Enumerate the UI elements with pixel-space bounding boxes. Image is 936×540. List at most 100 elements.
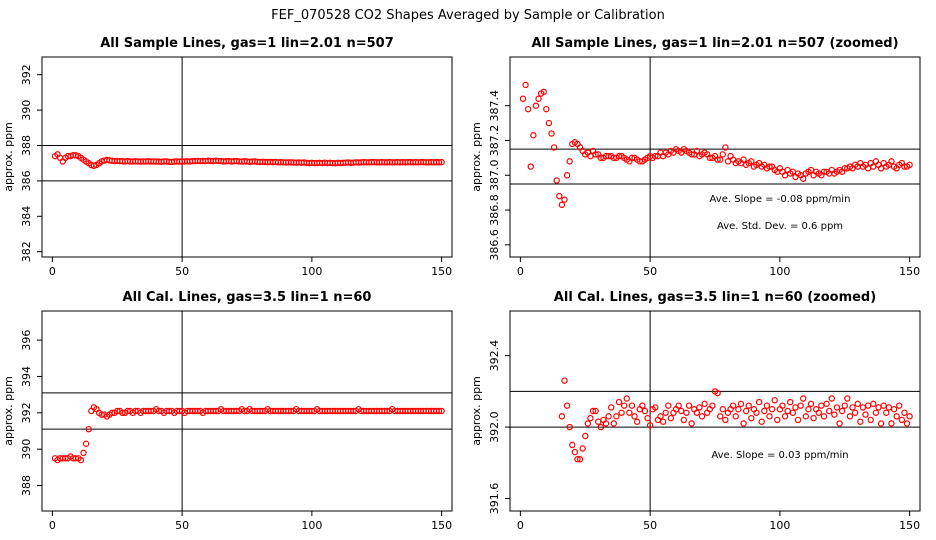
data-point xyxy=(766,163,773,170)
data-point xyxy=(530,132,537,139)
data-point xyxy=(574,456,581,463)
data-point xyxy=(792,404,799,411)
plot-frame xyxy=(509,56,921,258)
y-axis-label: approx. ppm xyxy=(2,122,15,192)
data-point xyxy=(802,413,810,420)
data-point xyxy=(748,414,755,422)
plot-frame xyxy=(509,310,921,512)
x-tick-label: 100 xyxy=(301,265,322,278)
data-point xyxy=(800,175,807,182)
data-point xyxy=(862,411,869,418)
data-point xyxy=(714,389,721,397)
data-point xyxy=(527,163,534,170)
data-point xyxy=(774,416,781,424)
data-point xyxy=(851,409,859,416)
data-point xyxy=(787,398,794,406)
data-point xyxy=(820,413,828,420)
data-point xyxy=(532,102,540,109)
data-series xyxy=(51,404,445,464)
data-point xyxy=(737,400,745,408)
data-point xyxy=(854,400,861,408)
data-point xyxy=(641,407,649,415)
data-point xyxy=(618,409,625,416)
data-point xyxy=(875,404,882,411)
data-point xyxy=(563,172,571,179)
data-point xyxy=(906,161,913,169)
data-point xyxy=(846,413,854,420)
data-point xyxy=(753,409,760,416)
y-tick-label: 386.6 xyxy=(488,229,501,261)
data-point xyxy=(646,422,654,429)
data-point xyxy=(888,420,895,427)
data-point xyxy=(675,402,682,409)
y-tick-label: 392.4 xyxy=(488,340,501,372)
y-tick-label: 390 xyxy=(20,439,33,460)
data-point xyxy=(82,440,90,447)
data-point xyxy=(623,395,630,402)
data-point xyxy=(859,404,867,411)
y-tick-label: 391.6 xyxy=(488,483,501,515)
x-tick-label: 0 xyxy=(49,519,56,532)
data-point xyxy=(807,400,815,408)
chart-panel-1: All Sample Lines, gas=1 lin=2.01 n=507 0 5… xyxy=(2,36,453,278)
data-point xyxy=(901,409,908,416)
annotation: Ave. Slope = 0.03 ppm/min xyxy=(711,450,848,461)
x-tick-label: 150 xyxy=(431,265,452,278)
data-point xyxy=(831,411,838,418)
data-point xyxy=(701,400,708,408)
data-point xyxy=(592,151,599,158)
chart-title: All Sample Lines, gas=1 lin=2.01 n=507 (… xyxy=(531,36,898,51)
x-tick-label: 50 xyxy=(643,265,657,278)
data-point xyxy=(592,407,599,415)
data-point xyxy=(644,414,651,422)
data-point xyxy=(543,105,550,113)
data-point xyxy=(880,402,887,409)
data-point xyxy=(724,158,732,165)
data-point xyxy=(742,407,750,415)
data-point xyxy=(838,407,846,415)
data-point xyxy=(771,397,778,404)
data-point xyxy=(566,158,573,165)
data-point xyxy=(758,418,765,425)
data-point xyxy=(761,407,768,415)
y-axis-label: approx. ppm xyxy=(470,376,483,446)
data-point xyxy=(80,449,87,457)
data-point xyxy=(844,395,851,402)
x-tick-label: 150 xyxy=(899,519,920,532)
data-point xyxy=(903,420,911,427)
data-point xyxy=(729,402,737,409)
y-axis-label: approx. ppm xyxy=(470,122,483,192)
data-point xyxy=(696,404,703,411)
data-point xyxy=(620,402,628,409)
chart-title: All Cal. Lines, gas=3.5 lin=1 n=60 (zoom… xyxy=(554,290,876,305)
data-point xyxy=(789,409,797,416)
data-point xyxy=(716,413,724,420)
y-tick-label: 390 xyxy=(20,100,33,121)
x-tick-label: 50 xyxy=(175,519,189,532)
data-point xyxy=(732,413,739,420)
x-tick-label: 0 xyxy=(517,265,524,278)
data-point xyxy=(548,130,555,137)
data-point xyxy=(745,402,752,409)
chart-title: All Cal. Lines, gas=3.5 lin=1 n=60 xyxy=(123,290,372,305)
data-point xyxy=(582,432,589,440)
data-point xyxy=(550,144,558,151)
y-tick-label: 394 xyxy=(20,366,33,387)
data-point xyxy=(524,105,532,113)
data-point xyxy=(797,402,804,409)
data-point xyxy=(558,201,566,209)
data-point xyxy=(857,418,864,425)
data-point xyxy=(833,404,841,411)
data-point xyxy=(763,402,771,409)
y-tick-label: 392 xyxy=(20,402,33,423)
data-point xyxy=(652,404,659,411)
data-point xyxy=(662,409,669,416)
data-point xyxy=(667,414,675,422)
data-point xyxy=(435,159,443,166)
data-point xyxy=(545,119,553,127)
data-point xyxy=(610,420,617,427)
plot-frame xyxy=(41,56,453,258)
data-point xyxy=(540,88,547,95)
data-point xyxy=(794,416,802,424)
data-point xyxy=(693,147,701,155)
